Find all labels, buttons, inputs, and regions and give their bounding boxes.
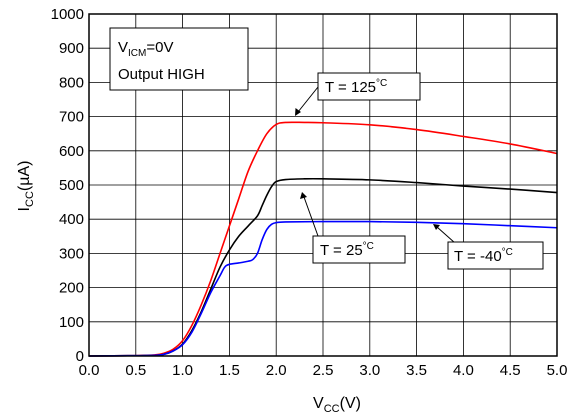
plot-frame <box>88 13 558 357</box>
y-tick-label: 400 <box>59 211 84 228</box>
label-t25-leader <box>303 196 319 237</box>
x-tick-labels: 0.0 0.5 1.0 1.5 2.0 2.5 3.0 3.5 4.0 4.5 5.0 <box>79 362 568 379</box>
label-t25-arrowhead <box>300 192 307 199</box>
x-tick-label: 1.0 <box>172 362 193 379</box>
label-t125-text: T = 125°C <box>325 78 387 96</box>
x-tick-label: 2.5 <box>313 362 334 379</box>
y-tick-label: 700 <box>59 109 84 126</box>
y-tick-label: 100 <box>59 314 84 331</box>
y-tick-label: 500 <box>59 177 84 194</box>
y-tick-labels: 0 100 200 300 400 500 600 700 800 900 1000 <box>51 6 84 365</box>
condition-box: VICM=0V Output HIGH <box>109 27 249 91</box>
x-tick-label: 4.5 <box>500 362 521 379</box>
x-tick-label: 3.5 <box>406 362 427 379</box>
y-tick-label: 600 <box>59 143 84 160</box>
x-tick-label: 1.5 <box>219 362 240 379</box>
series-line-t125 <box>88 121 558 357</box>
label-t25-text: T = 25°C <box>320 241 374 259</box>
x-tick-label: 4.0 <box>453 362 474 379</box>
label-t-40-text: T = -40°C <box>454 247 513 265</box>
y-axis-title: ICC(µA) <box>16 161 36 212</box>
x-tick-label: 2.0 <box>266 362 287 379</box>
condition-vicm: VICM=0V <box>118 39 173 59</box>
x-tick-label: 0.5 <box>125 362 146 379</box>
label-t125-leader <box>297 86 319 113</box>
series-line-t-40 <box>88 220 558 357</box>
y-tick-label: 800 <box>59 74 84 91</box>
label-t-40-leader <box>436 226 456 244</box>
x-tick-label: 3.0 <box>359 362 380 379</box>
y-tick-label: 300 <box>59 245 84 262</box>
y-tick-label: 1000 <box>51 6 84 23</box>
x-tick-label: 0.0 <box>79 362 100 379</box>
label-t-40-arrowhead <box>433 224 440 230</box>
series-layer <box>88 121 558 357</box>
label-t-40: T = -40°C <box>433 224 544 270</box>
y-tick-label: 0 <box>76 348 84 365</box>
x-axis-title: VCC(V) <box>313 395 361 414</box>
condition-output: Output HIGH <box>118 66 205 83</box>
y-tick-label: 900 <box>59 40 84 57</box>
x-tick-label: 5.0 <box>547 362 568 379</box>
y-tick-label: 200 <box>59 280 84 297</box>
label-t125: T = 125°C <box>295 72 421 116</box>
label-t25: T = 25°C <box>300 192 406 264</box>
label-t125-arrowhead <box>295 108 301 116</box>
